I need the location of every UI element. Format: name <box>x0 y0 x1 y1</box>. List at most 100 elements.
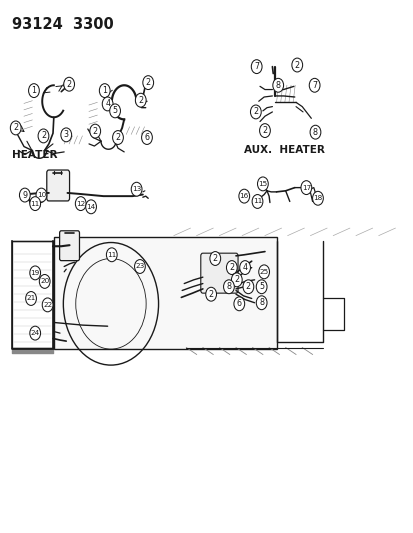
Text: 19: 19 <box>31 270 40 276</box>
Text: 3: 3 <box>64 131 69 139</box>
Text: 8: 8 <box>275 81 280 90</box>
Text: 14: 14 <box>86 204 95 210</box>
Text: 13: 13 <box>132 186 141 192</box>
Circle shape <box>312 191 323 205</box>
Circle shape <box>209 252 220 265</box>
Text: 11: 11 <box>252 198 261 205</box>
Circle shape <box>258 265 269 279</box>
Circle shape <box>28 84 39 98</box>
Text: 2: 2 <box>145 78 150 87</box>
Text: 2: 2 <box>13 124 18 132</box>
Text: 25: 25 <box>259 269 268 275</box>
Text: 2: 2 <box>41 132 46 140</box>
Text: 5: 5 <box>112 107 117 115</box>
Circle shape <box>256 296 266 310</box>
Text: 4: 4 <box>242 263 247 272</box>
Circle shape <box>38 129 49 143</box>
Text: 22: 22 <box>43 302 52 308</box>
Circle shape <box>109 104 120 118</box>
Text: 6: 6 <box>144 133 149 142</box>
Circle shape <box>141 131 152 144</box>
Text: 18: 18 <box>313 195 322 201</box>
Text: 12: 12 <box>76 200 85 207</box>
Text: AUX.  HEATER: AUX. HEATER <box>244 145 324 155</box>
Circle shape <box>259 124 270 138</box>
Circle shape <box>257 177 268 191</box>
Circle shape <box>142 76 153 90</box>
Circle shape <box>61 128 71 142</box>
Text: 10: 10 <box>37 192 46 198</box>
Circle shape <box>239 261 250 274</box>
Text: 2: 2 <box>262 126 267 135</box>
Text: 2: 2 <box>234 276 239 284</box>
Text: 93124  3300: 93124 3300 <box>12 17 113 32</box>
Text: 21: 21 <box>26 295 36 302</box>
Text: 7: 7 <box>254 62 259 71</box>
Text: 5: 5 <box>259 282 263 291</box>
Circle shape <box>131 182 142 196</box>
Text: 2: 2 <box>93 127 97 135</box>
Text: 2: 2 <box>66 80 71 88</box>
Text: 17: 17 <box>301 184 310 191</box>
Circle shape <box>99 84 110 98</box>
Circle shape <box>251 60 261 74</box>
FancyBboxPatch shape <box>200 253 237 293</box>
FancyBboxPatch shape <box>54 237 277 349</box>
Circle shape <box>112 131 123 144</box>
Circle shape <box>242 280 253 294</box>
Text: 8: 8 <box>259 298 263 307</box>
Text: 8: 8 <box>226 282 231 291</box>
Circle shape <box>233 297 244 311</box>
Bar <box>12 241 53 348</box>
Circle shape <box>30 326 40 340</box>
Text: 2: 2 <box>138 96 143 104</box>
Circle shape <box>135 93 146 107</box>
Circle shape <box>272 78 283 92</box>
Text: 24: 24 <box>31 330 40 336</box>
Text: 2: 2 <box>253 108 258 116</box>
Circle shape <box>250 105 261 119</box>
Text: 1: 1 <box>31 86 36 95</box>
Circle shape <box>19 188 30 202</box>
Circle shape <box>231 273 242 287</box>
Circle shape <box>134 260 145 273</box>
Circle shape <box>252 195 262 208</box>
Circle shape <box>309 78 319 92</box>
Circle shape <box>64 77 74 91</box>
Circle shape <box>256 280 266 294</box>
Circle shape <box>238 189 249 203</box>
Circle shape <box>106 248 117 262</box>
Text: 6: 6 <box>236 300 241 308</box>
Text: 2: 2 <box>208 290 213 298</box>
Text: 16: 16 <box>239 193 248 199</box>
Circle shape <box>30 197 40 211</box>
Circle shape <box>300 181 311 195</box>
FancyBboxPatch shape <box>47 170 69 201</box>
Text: 11: 11 <box>31 200 40 207</box>
Circle shape <box>223 280 234 294</box>
Circle shape <box>26 292 36 305</box>
Circle shape <box>10 121 21 135</box>
Circle shape <box>75 197 86 211</box>
Text: 23: 23 <box>135 263 144 270</box>
Text: 9: 9 <box>22 191 27 199</box>
Text: 20: 20 <box>40 278 49 285</box>
Text: 2: 2 <box>294 61 299 69</box>
Circle shape <box>226 261 237 274</box>
Circle shape <box>36 188 47 202</box>
Circle shape <box>90 124 100 138</box>
Circle shape <box>42 298 53 312</box>
Circle shape <box>102 97 113 111</box>
Text: 4: 4 <box>105 100 110 108</box>
Text: 1: 1 <box>102 86 107 95</box>
Circle shape <box>39 274 50 288</box>
Text: 7: 7 <box>311 81 316 90</box>
Circle shape <box>205 287 216 301</box>
Text: 2: 2 <box>212 254 217 263</box>
Text: 11: 11 <box>107 252 116 258</box>
Circle shape <box>30 266 40 280</box>
Text: 2: 2 <box>229 263 234 272</box>
Text: 2: 2 <box>115 133 120 142</box>
Text: 2: 2 <box>245 282 250 291</box>
Circle shape <box>309 125 320 139</box>
